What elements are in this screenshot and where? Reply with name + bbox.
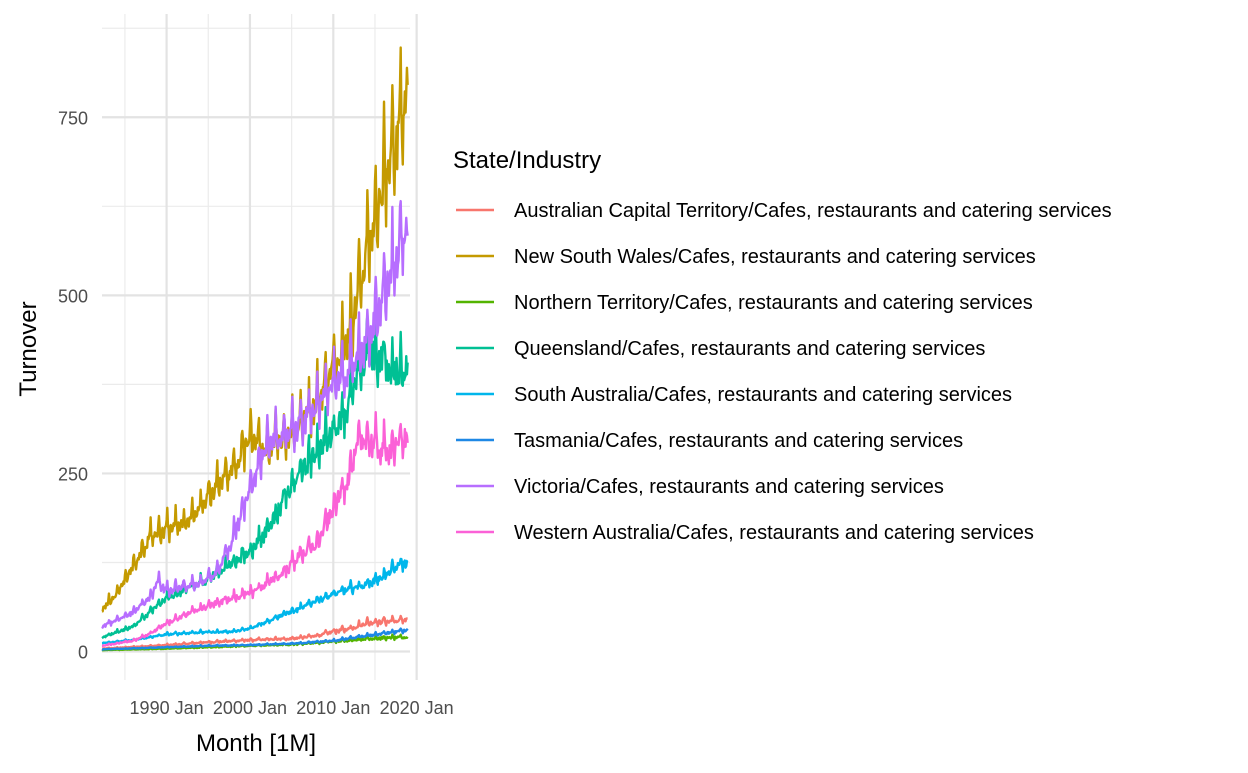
legend-label: Northern Territory/Cafes, restaurants an… <box>514 292 1033 314</box>
series-line <box>101 627 409 651</box>
legend-label: Australian Capital Territory/Cafes, rest… <box>514 200 1112 222</box>
legend-label: Victoria/Cafes, restaurants and catering… <box>514 476 944 498</box>
axes: Month [1M] Turnover 0 250 500 750 1990 Jan 20… <box>15 108 454 757</box>
x-tick-label: 2020 Jan <box>380 698 454 718</box>
legend: State/Industry Australian Capital Territ… <box>453 147 1112 544</box>
x-tick-label: 1990 Jan <box>130 698 204 718</box>
series-lines <box>101 46 409 652</box>
legend-label: Western Australia/Cafes, restaurants and… <box>514 522 1034 544</box>
y-axis-title: Turnover <box>15 301 42 396</box>
x-tick-label: 2000 Jan <box>213 698 287 718</box>
series-line <box>101 199 409 629</box>
y-tick-label: 750 <box>58 108 88 128</box>
y-tick-label: 500 <box>58 286 88 306</box>
grid <box>102 14 418 680</box>
x-tick-label: 2010 Jan <box>296 698 370 718</box>
series-line <box>101 46 409 613</box>
x-axis-title: Month [1M] <box>196 730 316 757</box>
legend-label: South Australia/Cafes, restaurants and c… <box>514 384 1012 406</box>
legend-label: Tasmania/Cafes, restaurants and catering… <box>514 430 963 452</box>
legend-label: New South Wales/Cafes, restaurants and c… <box>514 246 1036 268</box>
series-line <box>101 557 409 645</box>
y-tick-label: 250 <box>58 464 88 484</box>
y-tick-label: 0 <box>78 643 88 663</box>
legend-title: State/Industry <box>453 147 601 174</box>
series-line <box>101 411 409 648</box>
series-line <box>101 313 409 640</box>
series-line <box>101 614 409 651</box>
legend-label: Queensland/Cafes, restaurants and cateri… <box>514 338 985 360</box>
